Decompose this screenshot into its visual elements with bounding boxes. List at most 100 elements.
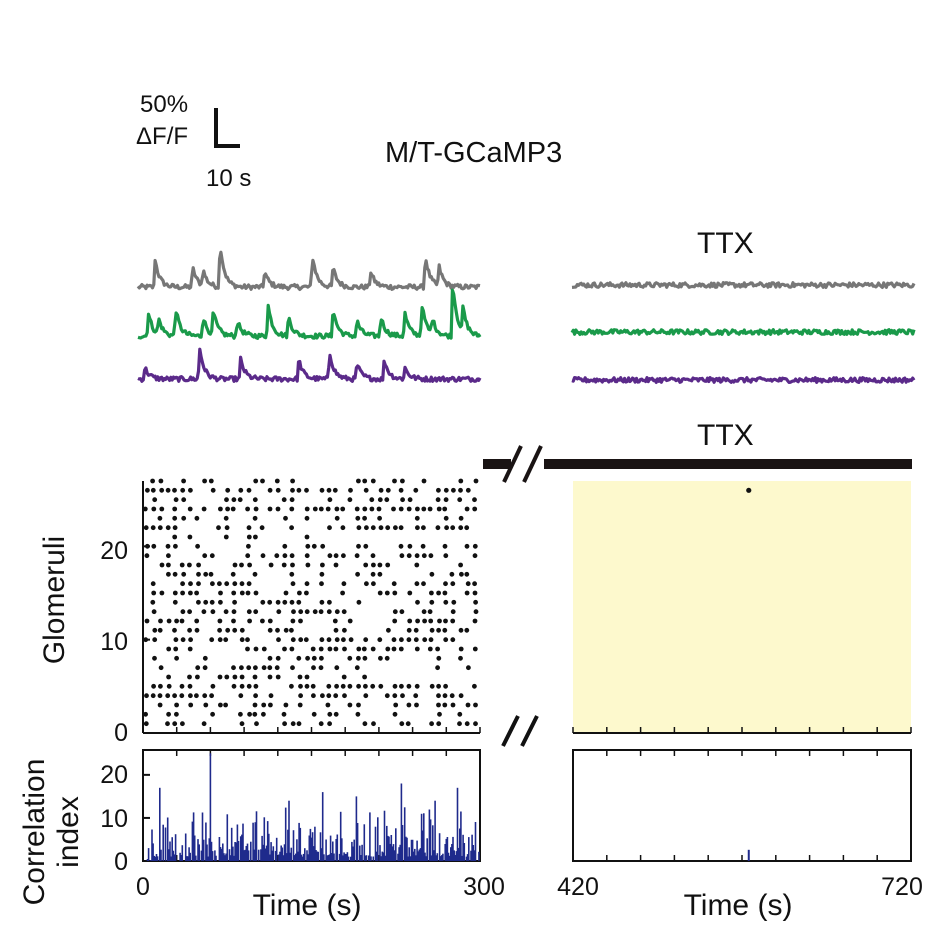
raster-event-dot bbox=[224, 674, 230, 680]
raster-event-dot bbox=[275, 599, 281, 605]
raster-event-dot bbox=[260, 599, 266, 605]
raster-event-dot bbox=[208, 571, 214, 577]
raster-event-dot bbox=[179, 618, 185, 624]
raster-event-dot bbox=[159, 487, 165, 493]
raster-event-dot bbox=[399, 609, 405, 615]
raster-event-dot bbox=[327, 497, 333, 503]
raster-event-dot bbox=[450, 637, 456, 643]
raster-event-dot bbox=[342, 693, 347, 699]
raster-event-dot bbox=[415, 599, 420, 605]
raster-event-dot bbox=[157, 693, 163, 699]
raster-event-dot bbox=[457, 721, 462, 727]
raster-event-dot bbox=[428, 637, 434, 643]
ttx-label-bar: TTX bbox=[697, 419, 754, 452]
raster-event-dot bbox=[333, 711, 339, 717]
raster-event-dot bbox=[217, 581, 222, 587]
ttx-application-bar bbox=[483, 445, 912, 483]
raster-event-dot bbox=[361, 646, 367, 652]
raster-event-dot bbox=[223, 637, 229, 643]
raster-event-dot bbox=[143, 721, 149, 727]
raster-event-dot bbox=[145, 487, 150, 493]
raster-event-dot bbox=[304, 590, 309, 596]
raster-event-dot bbox=[450, 609, 456, 615]
raster-event-dot bbox=[413, 487, 419, 493]
raster-event-dot bbox=[158, 478, 164, 484]
raster-event-dot bbox=[180, 637, 186, 643]
raster-event-dot bbox=[245, 590, 251, 596]
raster-event-dot bbox=[458, 693, 464, 699]
raster-event-dot bbox=[319, 581, 324, 587]
raster-event-dot bbox=[436, 487, 441, 493]
raster-event-dot bbox=[275, 655, 281, 661]
raster-event-dot bbox=[413, 693, 419, 699]
raster-event-dot bbox=[237, 497, 243, 503]
raster-event-dot bbox=[406, 506, 412, 512]
trace-purple bbox=[137, 347, 482, 383]
raster-event-dot bbox=[449, 571, 455, 577]
raster-event-dot bbox=[166, 711, 172, 717]
raster-event-dot bbox=[246, 609, 252, 615]
ttx-shaded-region bbox=[573, 481, 911, 732]
raster-event-dot bbox=[444, 525, 449, 531]
raster-event-dot bbox=[158, 683, 163, 689]
raster-event-dot bbox=[318, 665, 324, 671]
raster-event-dot bbox=[369, 506, 375, 512]
raster-event-dot bbox=[472, 683, 477, 689]
raster-event-dot bbox=[429, 683, 435, 689]
raster-event-dot bbox=[253, 478, 259, 484]
raster-event-dot bbox=[398, 506, 404, 512]
raster-event-dot bbox=[166, 571, 171, 577]
raster-event-dot bbox=[297, 702, 303, 708]
raster-event-dot bbox=[281, 711, 287, 717]
raster-event-dot bbox=[435, 497, 441, 503]
raster-event-dot bbox=[172, 525, 178, 531]
raster-event-dot bbox=[399, 721, 405, 727]
raster-event-dot bbox=[310, 683, 316, 689]
raster-event-dot bbox=[303, 637, 309, 643]
raster-event-dot bbox=[232, 627, 238, 633]
raster-event-dot bbox=[304, 581, 310, 587]
raster-event-dot bbox=[327, 553, 333, 559]
raster-event-dot bbox=[239, 590, 245, 596]
raster-event-dot bbox=[289, 683, 294, 689]
raster-event-dot bbox=[326, 637, 332, 643]
raster-event-dot bbox=[326, 693, 332, 699]
raster-event-dot bbox=[311, 665, 316, 671]
raster-event-dot bbox=[378, 683, 384, 689]
raster-event-dot bbox=[230, 571, 236, 577]
raster-event-dot bbox=[172, 693, 178, 699]
corr-xtick-label: 720 bbox=[881, 873, 923, 901]
raster-event-dot bbox=[152, 655, 157, 661]
raster-event-dot bbox=[194, 590, 200, 596]
raster-event-dot bbox=[267, 618, 273, 624]
raster-event-dot bbox=[319, 637, 325, 643]
raster-event-dot bbox=[436, 627, 441, 633]
raster-event-dot bbox=[187, 534, 193, 540]
raster-event-dot bbox=[151, 609, 157, 615]
raster-event-dot bbox=[281, 562, 287, 568]
raster-event-dot bbox=[268, 562, 274, 568]
raster-ytick-label: 20 bbox=[100, 537, 128, 565]
raster-event-dot bbox=[318, 506, 324, 512]
raster-event-dot bbox=[421, 581, 426, 587]
raster-event-dot bbox=[443, 497, 449, 503]
raster-event-dot bbox=[472, 506, 478, 512]
ttx-label-traces: TTX bbox=[697, 227, 754, 260]
raster-event-dot bbox=[341, 553, 346, 559]
raster-event-dot bbox=[464, 721, 470, 727]
raster-event-dot bbox=[276, 637, 281, 643]
raster-event-dot bbox=[239, 721, 245, 727]
raster-event-dot bbox=[746, 487, 752, 493]
raster-event-dot bbox=[451, 599, 457, 605]
raster-event-dot bbox=[407, 497, 413, 503]
raster-event-dot bbox=[225, 506, 231, 512]
raster-event-dot bbox=[443, 599, 449, 605]
raster-ytick-label: 10 bbox=[100, 628, 128, 656]
raster-event-dot bbox=[239, 665, 244, 671]
calcium-traces-ttx bbox=[570, 281, 916, 384]
raster-event-dot bbox=[245, 553, 251, 559]
raster-event-dot bbox=[443, 553, 449, 559]
raster-event-dot bbox=[150, 478, 156, 484]
raster-event-dot bbox=[348, 487, 353, 493]
raster-event-dot bbox=[377, 637, 383, 643]
